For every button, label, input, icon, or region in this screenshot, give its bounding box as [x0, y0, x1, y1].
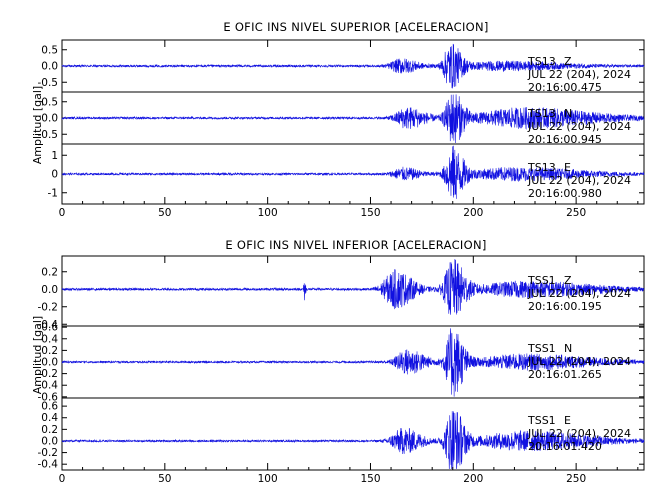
lower-channel-e-trace	[61, 411, 645, 470]
upper-channel-z-y-ticks: 0.5 0.0 -0.5	[38, 44, 644, 89]
upper-channel-z-y-tick-label: -0.5	[38, 77, 59, 89]
lower-channel-e-y-tick-label: 0.4	[41, 412, 58, 424]
upper-channel-n: 0.5 0.0 -0.5 TS13 N JUL 22 (204), 2024 20:…	[38, 91, 645, 146]
lower-channel-e-station: TSS1	[527, 414, 556, 427]
upper-channel-z-trace	[61, 43, 645, 89]
lower-y-axis-label: Amplitud [gal]	[31, 316, 44, 394]
upper-channel-z-y-tick-label: 0.0	[41, 61, 58, 73]
lower-channel-e-y-tick-label: 0.0	[41, 435, 58, 447]
lower-chart: E OFIC INS NIVEL INFERIOR [ACELERACION] …	[31, 238, 645, 485]
lower-channel-z-date: JUL 22 (204), 2024	[527, 287, 631, 300]
upper-x-tick-label: 50	[158, 207, 171, 219]
upper-x-axis: 0 50 100 150 200 250	[59, 40, 639, 219]
upper-channel-z-station: TS13	[527, 55, 556, 68]
lower-channel-n-y-tick-label: -0.4	[38, 380, 59, 392]
lower-channel-n-y-tick-label: 0.2	[41, 345, 58, 357]
upper-channel-n-trace	[61, 94, 645, 144]
lower-channel-e-y-tick-label: -0.2	[38, 447, 59, 459]
upper-channel-z-component: Z	[564, 55, 572, 68]
upper-y-axis-label: Amplitud [gal]	[31, 86, 44, 164]
lower-channel-e-y-tick-label: -0.4	[38, 459, 59, 471]
lower-x-tick-label: 250	[566, 473, 586, 485]
upper-channel-n-station: TS13	[527, 107, 556, 120]
upper-channel-z-y-tick-label: 0.5	[41, 44, 58, 56]
upper-channel-z-date: JUL 22 (204), 2024	[527, 68, 631, 81]
lower-channel-z-component: Z	[564, 274, 572, 287]
upper-channel-n-y-tick-label: 0.0	[41, 113, 58, 125]
lower-channel-z-y-tick-label: -0.2	[38, 301, 59, 313]
lower-channel-e-time: 20:16:01.420	[528, 440, 602, 453]
upper-channel-e-trace	[61, 145, 645, 199]
lower-channel-z-y-ticks: 0.2 0.0 -0.2 -0.4	[38, 266, 644, 331]
lower-channel-e-y-tick-label: 0.2	[41, 424, 58, 436]
upper-channel-e-time: 20:16:00.980	[528, 187, 602, 200]
lower-channel-z-y-tick-label: 0.0	[41, 284, 58, 296]
lower-x-tick-label: 100	[258, 473, 278, 485]
lower-channel-z: 0.2 0.0 -0.2 -0.4 TSS1 Z JUL 22 (204), 2024…	[38, 255, 645, 331]
lower-channel-n-y-tick-label: 0.4	[41, 333, 58, 345]
upper-x-tick-label: 200	[463, 207, 483, 219]
lower-channel-e-y-ticks: 0.60.40.20.0-0.2-0.4	[38, 401, 644, 471]
upper-x-tick-label: 100	[258, 207, 278, 219]
lower-channel-n-y-tick-label: 0.0	[41, 357, 58, 369]
upper-channel-z: 0.5 0.0 -0.5 TS13 Z JUL 22 (204), 2024 20:…	[38, 39, 645, 94]
lower-channel-z-y-tick-label: -0.4	[38, 319, 59, 331]
lower-channel-n-station: TSS1	[527, 342, 556, 355]
lower-channel-n-y-ticks: 0.60.40.20.0-0.2-0.4-0.6	[38, 322, 644, 403]
upper-x-tick-label: 0	[59, 207, 66, 219]
upper-channel-e-y-tick-label: -1	[48, 187, 58, 199]
upper-channel-n-date: JUL 22 (204), 2024	[527, 120, 631, 133]
lower-channel-n-y-tick-label: 0.6	[41, 322, 58, 334]
lower-chart-title: E OFIC INS NIVEL INFERIOR [ACELERACION]	[225, 238, 486, 252]
upper-channel-e-date: JUL 22 (204), 2024	[527, 174, 631, 187]
upper-channel-n-y-tick-label: 0.5	[41, 96, 58, 108]
lower-channel-z-y-tick-label: 0.2	[41, 266, 58, 278]
upper-channel-n-component: N	[564, 107, 572, 120]
lower-channel-n-date: JUL 22 (204), 2024	[527, 355, 631, 368]
lower-channel-e: 0.60.40.20.0-0.2-0.4 TSS1 E JUL 22 (204)…	[38, 397, 645, 471]
upper-channel-e-station: TS13	[527, 161, 556, 174]
lower-channel-n-y-tick-label: -0.2	[38, 368, 59, 380]
upper-channel-e-component: E	[564, 161, 571, 174]
upper-channel-n-time: 20:16:00.945	[528, 133, 602, 146]
upper-channel-e-y-tick-label: 1	[51, 150, 58, 162]
upper-channel-e: 1 0 -1 TS13 E JUL 22 (204), 2024 20:16:00.…	[48, 143, 645, 205]
lower-channel-n-y-tick-label: -0.6	[38, 391, 59, 403]
lower-channel-n-time: 20:16:01.265	[528, 368, 602, 381]
upper-chart-title: E OFIC INS NIVEL SUPERIOR [ACELERACION]	[223, 20, 488, 34]
upper-x-tick-label: 150	[360, 207, 380, 219]
lower-x-tick-label: 50	[158, 473, 171, 485]
lower-x-tick-label: 150	[360, 473, 380, 485]
lower-x-tick-label: 200	[463, 473, 483, 485]
upper-channel-n-y-tick-label: -0.5	[38, 129, 59, 141]
lower-channel-z-trace	[61, 259, 645, 315]
upper-chart: E OFIC INS NIVEL SUPERIOR [ACELERACION] …	[31, 20, 645, 219]
lower-channel-n-component: N	[564, 342, 572, 355]
upper-channel-e-y-tick-label: 0	[51, 169, 58, 181]
lower-channel-z-station: TSS1	[527, 274, 556, 287]
lower-channel-z-time: 20:16:00.195	[528, 300, 602, 313]
lower-channel-e-y-tick-label: 0.6	[41, 401, 58, 413]
lower-x-axis: 0 50 100 150 200 250	[59, 256, 639, 485]
lower-channel-e-date: JUL 22 (204), 2024	[527, 427, 631, 440]
lower-channel-e-component: E	[564, 414, 571, 427]
lower-channel-n: 0.60.40.20.0-0.2-0.4-0.6 TSS1 N JUL 22 (…	[38, 322, 645, 403]
lower-channel-n-trace	[61, 328, 645, 397]
upper-x-tick-label: 250	[566, 207, 586, 219]
upper-channel-z-time: 20:16:00.475	[528, 81, 602, 94]
lower-channel-e-frame	[61, 397, 645, 471]
lower-x-tick-label: 0	[59, 473, 66, 485]
